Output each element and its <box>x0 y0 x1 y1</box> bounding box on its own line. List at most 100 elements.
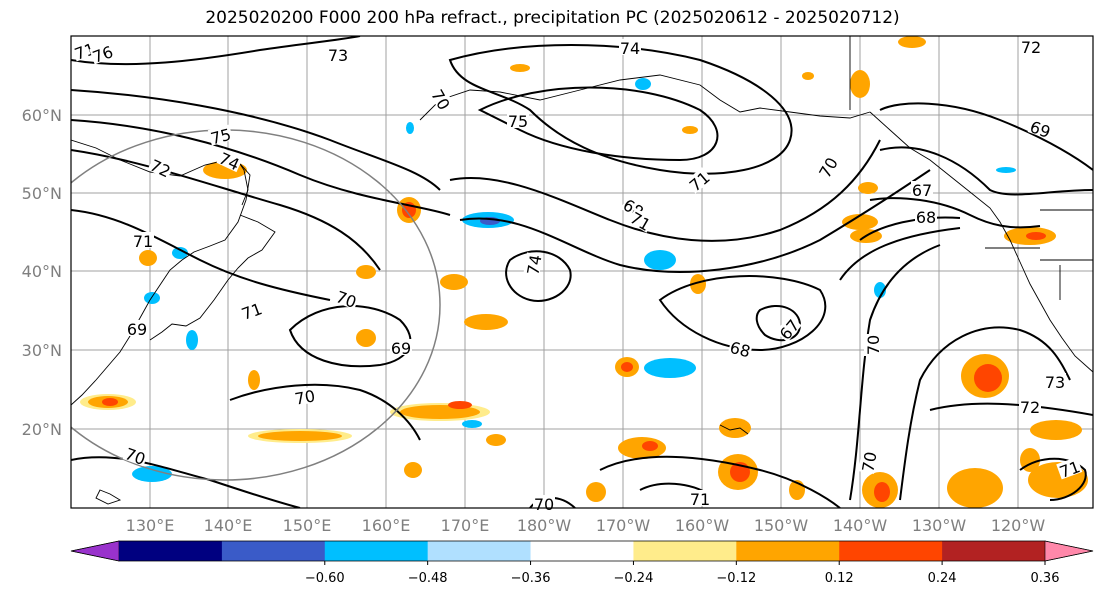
contour-label-text: 71 <box>690 490 710 509</box>
contour-line <box>879 102 1093 171</box>
lon-tick-label: 140°E <box>204 516 253 535</box>
contour-label-text: 73 <box>1045 373 1065 392</box>
contour-label-text: 68 <box>916 208 936 227</box>
contour-label: 71 <box>689 490 711 509</box>
negative-anomaly-patches <box>132 78 1016 482</box>
contour-label-text: 69 <box>127 320 147 339</box>
contour-label-bg <box>147 155 175 180</box>
precip-patch <box>464 314 508 330</box>
lon-tick-label: 160°E <box>362 516 411 535</box>
precip-patch <box>874 282 886 298</box>
contour-label: 74 <box>619 39 641 58</box>
contour-label: 73 <box>1044 373 1066 392</box>
precip-patch <box>102 398 118 406</box>
lon-tick-label: 130°E <box>126 516 175 535</box>
contour-line <box>849 244 941 501</box>
contour-label-bg <box>1044 373 1066 389</box>
contour-label-bg <box>685 167 713 194</box>
precip-patch <box>258 431 342 441</box>
precip-patch <box>682 126 698 134</box>
contour-label-bg <box>915 208 937 224</box>
precip-patch <box>644 358 696 378</box>
contour-label-text: 69 <box>391 339 411 358</box>
colorbar-segment <box>530 541 634 561</box>
colorbar-tick-label: −0.24 <box>614 571 654 586</box>
precip-patch <box>947 468 1003 508</box>
contour-label: 70 <box>858 449 881 474</box>
lon-tick-label: 150°E <box>283 516 332 535</box>
contour-label: 69 <box>390 339 412 358</box>
precip-patch <box>172 247 188 259</box>
contour-label-bg <box>122 443 149 467</box>
contour-label-bg <box>507 112 529 128</box>
japan-coastline <box>149 214 276 341</box>
precip-patch <box>642 441 658 451</box>
contour-label: 72 <box>1019 398 1041 417</box>
contour-label: 67 <box>911 181 933 200</box>
colorbar-tick-label: −0.60 <box>305 571 345 586</box>
contour-label: 72 <box>1020 38 1042 57</box>
contour-label-text: 75 <box>209 125 234 149</box>
precip-patch <box>486 434 506 446</box>
colorbar-tick-label: 0.12 <box>825 571 854 586</box>
precip-patch <box>356 265 376 279</box>
contour-label: 71 <box>1056 456 1083 482</box>
precip-patch <box>996 167 1016 173</box>
lon-tick-label: 130°W <box>912 516 967 535</box>
contour-label-text: 70 <box>293 386 316 408</box>
contour-line <box>869 197 1041 229</box>
precip-patch <box>644 250 676 270</box>
contour-label: 74 <box>523 252 546 277</box>
contour-label-text: 72 <box>1020 398 1040 417</box>
contour-label-bg <box>216 148 244 173</box>
contour-line <box>71 149 381 271</box>
precip-patch <box>404 462 422 478</box>
contour-label-bg <box>292 386 317 406</box>
chart-title: 2025020200 F000 200 hPa refract., precip… <box>205 8 900 28</box>
latitude-labels: 60°N 50°N 40°N 30°N 20°N <box>22 106 62 439</box>
contour-label-bg <box>429 85 455 113</box>
precip-patch <box>139 250 157 266</box>
lat-tick-label: 20°N <box>22 420 62 439</box>
precip-anomaly-fields <box>80 36 1088 508</box>
contour-label-bg <box>390 339 412 355</box>
positive-anomaly-patches <box>80 36 1088 508</box>
precip-patch <box>1026 232 1046 240</box>
contour-line <box>459 169 931 273</box>
contour-label-bg <box>619 39 641 55</box>
precip-patch <box>356 329 376 347</box>
precip-patch <box>842 214 878 230</box>
island-coastline <box>95 489 122 505</box>
precip-patch <box>186 330 198 350</box>
contour-label-text: 68 <box>728 338 753 362</box>
contour-label-bg <box>132 232 154 248</box>
coastlines <box>71 36 1093 505</box>
precip-patch <box>898 36 926 48</box>
precip-patch <box>690 274 706 294</box>
colorbar-tick-label: 0.24 <box>928 571 957 586</box>
contour-line <box>658 275 827 352</box>
contour-label: 75 <box>507 112 529 131</box>
lon-tick-label: 140°W <box>833 516 888 535</box>
lat-tick-label: 50°N <box>22 184 62 203</box>
contour-label-bg <box>858 449 878 474</box>
contour-label-text: 70 <box>534 495 554 514</box>
contour-label-bg <box>727 337 754 359</box>
refractivity-contours <box>71 36 1093 508</box>
contour-label-text: 74 <box>620 39 640 58</box>
lon-tick-label: 120°W <box>991 516 1046 535</box>
contour-line <box>449 139 881 242</box>
colorbar-segment <box>942 541 1046 561</box>
precip-patch <box>1030 420 1082 440</box>
contour-line <box>505 250 572 302</box>
lon-tick-label: 150°W <box>754 516 809 535</box>
precip-patch <box>462 420 482 428</box>
precip-patch <box>858 182 878 194</box>
colorbar-segment <box>633 541 737 561</box>
hawaii-coastline <box>719 424 749 435</box>
precip-patch <box>974 364 1002 392</box>
contour-label: 76 <box>89 41 116 67</box>
contour-line <box>879 146 1093 196</box>
contour-label-bg <box>238 298 265 322</box>
contour-label-text: 73 <box>328 46 348 65</box>
